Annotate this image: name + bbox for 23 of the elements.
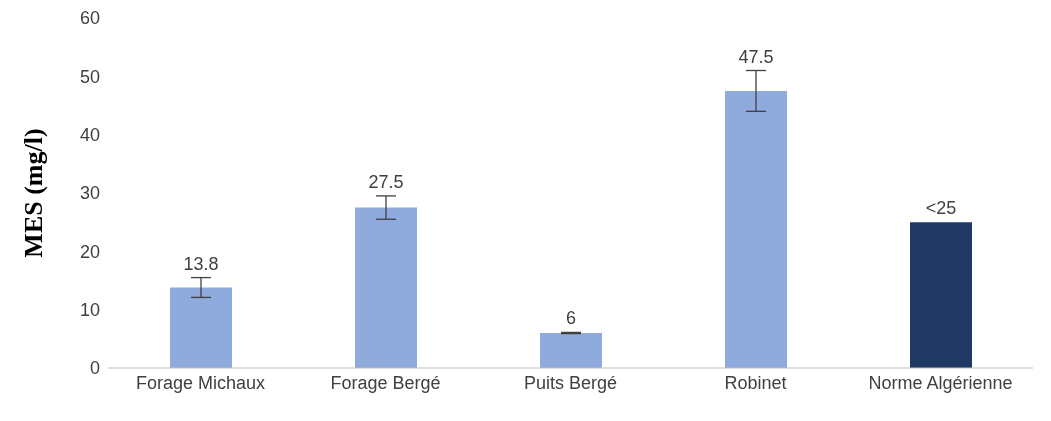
y-tick-label: 30 — [79, 183, 100, 204]
y-tick-label: 20 — [79, 241, 100, 262]
data-label: 13.8 — [183, 253, 219, 274]
data-label: 47.5 — [738, 46, 774, 67]
x-tick-label: Puits Bergé — [523, 372, 618, 393]
y-tick-label: 60 — [79, 8, 100, 29]
bar — [355, 207, 417, 368]
x-tick-label: Norme Algérienne — [868, 372, 1013, 393]
y-axis-title: MES (mg/l) — [19, 128, 49, 258]
data-label: <25 — [925, 198, 957, 219]
data-label: 27.5 — [368, 171, 404, 192]
bar — [540, 333, 602, 368]
y-tick-label: 40 — [79, 125, 100, 146]
bar — [725, 90, 787, 368]
x-tick-label: Forage Michaux — [135, 372, 266, 393]
y-tick-label: 50 — [79, 66, 100, 87]
bar — [910, 222, 972, 368]
x-tick-label: Forage Bergé — [330, 372, 441, 393]
data-label: 6 — [565, 308, 577, 329]
x-tick-label: Robinet — [724, 372, 787, 393]
y-tick-label: 10 — [79, 300, 100, 321]
bar — [170, 287, 232, 368]
y-tick-label: 0 — [89, 358, 100, 379]
